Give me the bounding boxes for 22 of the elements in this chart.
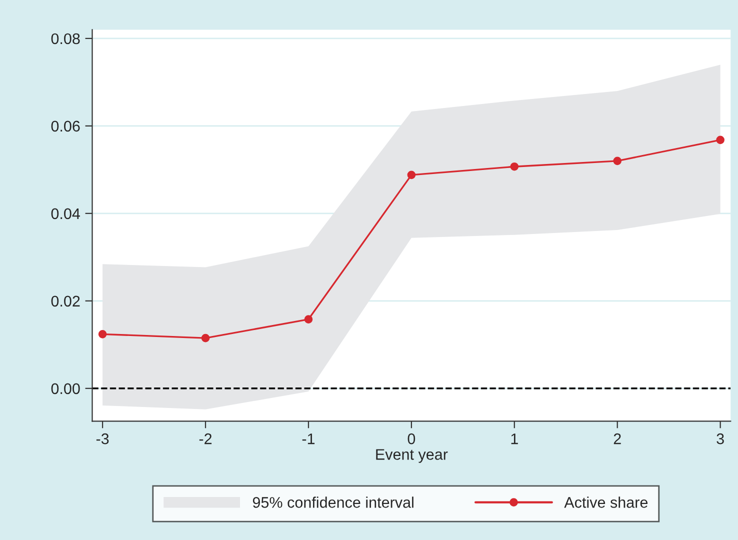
y-tick-label: 0.04 bbox=[51, 208, 80, 220]
x-axis-title: Event year bbox=[376, 449, 448, 463]
point bbox=[407, 170, 416, 180]
x-tick-label: 1 bbox=[511, 434, 518, 444]
y-tick-label: 0.06 bbox=[51, 120, 80, 132]
y-tick-label: 0.08 bbox=[51, 33, 80, 44]
x-tick-label: -3 bbox=[96, 433, 109, 444]
point bbox=[510, 162, 519, 171]
x-tick-label: -2 bbox=[199, 433, 212, 444]
point bbox=[201, 334, 210, 342]
point bbox=[304, 315, 313, 324]
point bbox=[613, 156, 622, 166]
y-tick-label: 0.00 bbox=[51, 383, 80, 394]
x-tick-label: 3 bbox=[716, 433, 724, 444]
point bbox=[716, 136, 724, 144]
text: 95% confidence interval bbox=[252, 496, 414, 508]
x-tick-label: 0 bbox=[408, 433, 416, 444]
legend-label: Active share bbox=[564, 496, 648, 508]
x-tick-label: -1 bbox=[302, 434, 315, 444]
point bbox=[98, 330, 107, 338]
x-tick-label: 2 bbox=[614, 433, 621, 444]
y-tick-label: 0.02 bbox=[51, 296, 80, 307]
